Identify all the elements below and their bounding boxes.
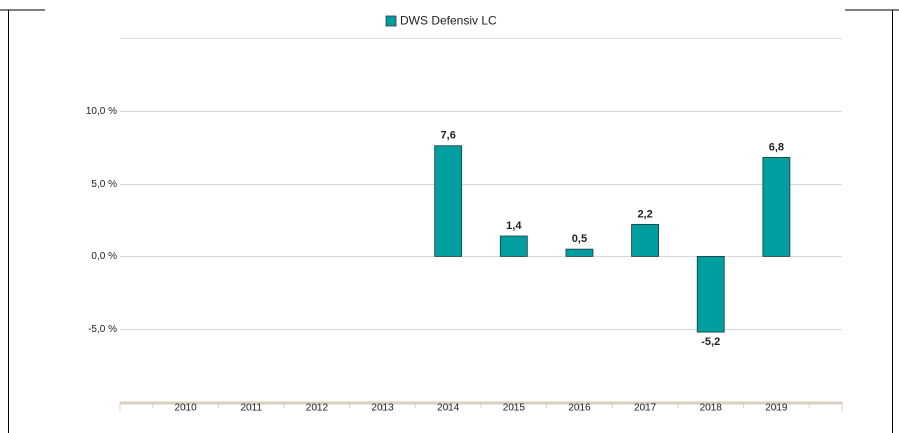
x-tick-label: 2015 (503, 403, 526, 414)
value-label: 0,5 (572, 233, 587, 245)
x-tick-label: 2014 (437, 403, 460, 414)
bar (631, 223, 659, 257)
value-label: 6,8 (769, 141, 784, 153)
bar (499, 235, 528, 257)
bar (565, 248, 594, 257)
value-label: -5,2 (701, 336, 720, 348)
bar (762, 156, 791, 257)
x-tick-label: 2018 (700, 403, 723, 414)
value-label: 2,2 (637, 208, 652, 220)
bar (696, 255, 725, 333)
value-label: 1,4 (506, 220, 522, 232)
x-tick-label: 2010 (175, 403, 198, 414)
y-tick-label: 5,0 % (91, 179, 117, 190)
y-tick-label: 0,0 % (91, 251, 117, 262)
legend-label: DWS Defensiv LC (400, 14, 497, 28)
x-tick-label: 2013 (371, 403, 394, 414)
x-tick-label: 2019 (765, 403, 788, 414)
x-tick-label: 2017 (634, 403, 657, 414)
x-tick-label: 2012 (306, 403, 329, 414)
y-tick-label: -5,0 % (88, 324, 117, 335)
legend-swatch (385, 15, 397, 27)
bar (434, 145, 463, 257)
value-label: 7,6 (441, 130, 456, 142)
y-tick-label: 10,0 % (86, 106, 117, 117)
x-tick-label: 2011 (241, 403, 263, 414)
x-tick-label: 2016 (568, 403, 591, 414)
